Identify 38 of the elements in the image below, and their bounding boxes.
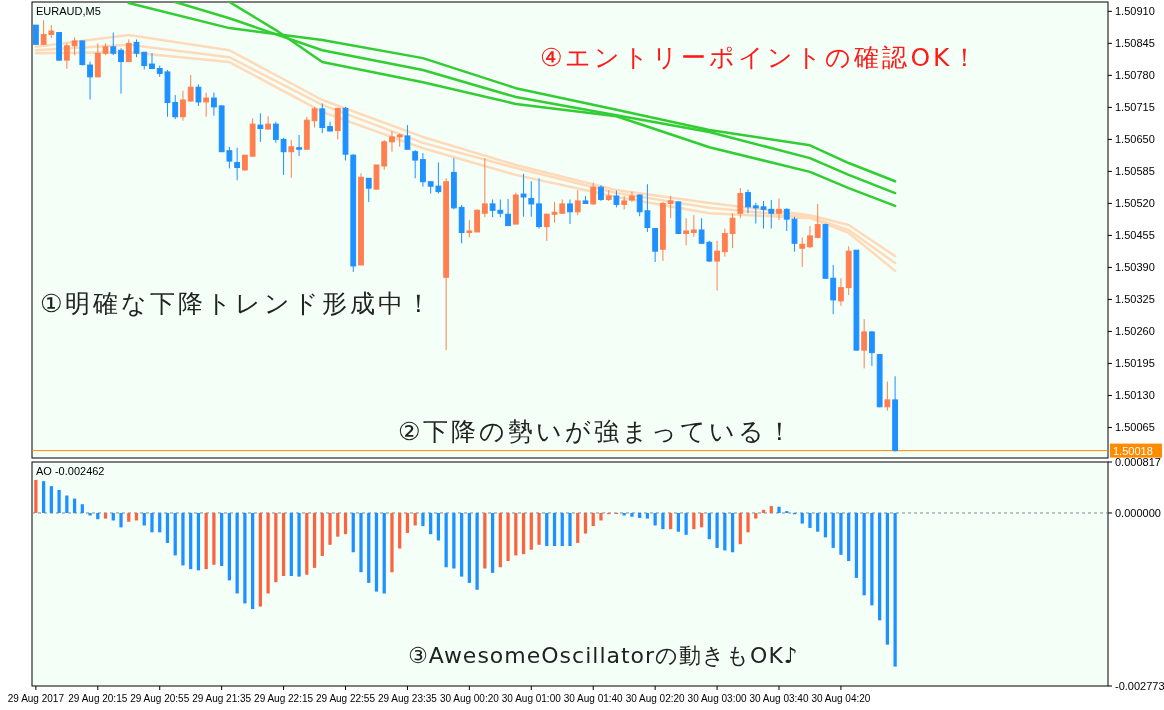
y-tick-label: 1.50650 [1115,133,1155,146]
y-tick-label: 1.50130 [1115,389,1155,402]
y-tick-label: -0.002773 [1115,680,1164,692]
y-tick-label: 1.50325 [1115,293,1155,306]
x-tick-label: 29 Aug 2017 [7,693,65,704]
x-tick-label: 29 Aug 20:55 [130,693,190,704]
annotation: ③AwesomeOscillatorの動きもOK♪ [408,643,799,668]
annotation: ①明確な下降トレンド形成中！ [40,289,435,318]
x-tick-label: 29 Aug 22:15 [254,693,314,704]
x-tick-label: 30 Aug 01:00 [501,693,562,704]
x-tick-label: 29 Aug 21:35 [192,693,252,704]
ref-line-label: 1.50018 [1113,444,1153,457]
y-tick-label: 1.50260 [1115,325,1155,338]
x-tick-label: 29 Aug 23:35 [377,693,438,704]
y-tick-label: 1.50780 [1115,69,1155,82]
chart-title: AO -0.002462 [36,465,105,477]
y-tick-label: 1.50065 [1115,421,1155,434]
y-tick-label: 1.50520 [1115,197,1155,210]
y-tick-label: 1.50845 [1115,37,1155,50]
y-tick-label: 0.000000 [1115,506,1161,519]
y-tick-label: 1.50910 [1115,5,1155,18]
x-tick-label: 30 Aug 02:20 [625,693,686,704]
y-tick-label: 0.000817 [1115,456,1161,468]
y-tick-label: 1.50585 [1115,165,1155,178]
x-tick-label: 29 Aug 22:55 [316,693,376,704]
x-tick-label: 30 Aug 00:20 [439,693,500,704]
x-tick-label: 29 Aug 20:15 [68,693,128,704]
x-tick-label: 30 Aug 03:40 [749,693,809,704]
y-tick-label: 1.50195 [1115,357,1155,370]
x-tick-label: 30 Aug 04:20 [811,693,871,704]
y-tick-label: 1.50390 [1115,261,1155,274]
chart-title: EURAUD,M5 [36,5,101,17]
y-tick-label: 1.50455 [1115,229,1155,242]
x-tick-label: 30 Aug 01:40 [563,693,624,704]
annotation: ②下降の勢いが強まっている！ [398,417,796,446]
annotation: ④エントリーポイントの確認OK！ [540,43,981,72]
x-tick-label: 30 Aug 03:00 [687,693,747,704]
y-tick-label: 1.50715 [1115,101,1155,114]
